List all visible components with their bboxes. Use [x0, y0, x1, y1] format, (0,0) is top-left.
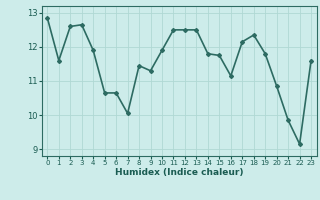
X-axis label: Humidex (Indice chaleur): Humidex (Indice chaleur) — [115, 168, 244, 177]
